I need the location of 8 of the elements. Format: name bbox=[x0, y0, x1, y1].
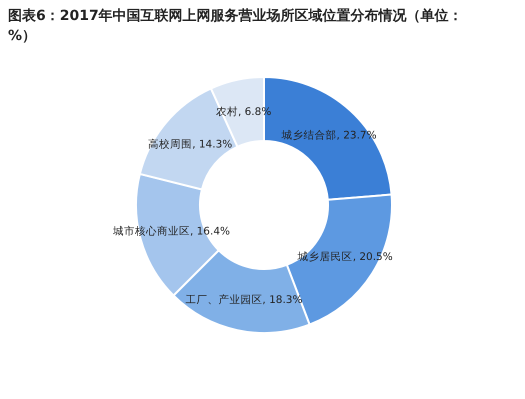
data-label: , 16.4% bbox=[190, 226, 230, 238]
slice-label: 高校周围 bbox=[148, 138, 192, 151]
slice-label: 城乡结合部 bbox=[280, 128, 337, 142]
slice-label: 工厂、产业园区 bbox=[185, 292, 262, 306]
data-label: , 14.3% bbox=[192, 138, 232, 151]
slice-label: 城市核心商业区 bbox=[112, 224, 190, 238]
chart-title: 图表6：2017年中国互联网上网服务营业场所区域位置分布情况（单位：%） bbox=[8, 7, 464, 46]
slice-label: 农村 bbox=[216, 105, 238, 118]
